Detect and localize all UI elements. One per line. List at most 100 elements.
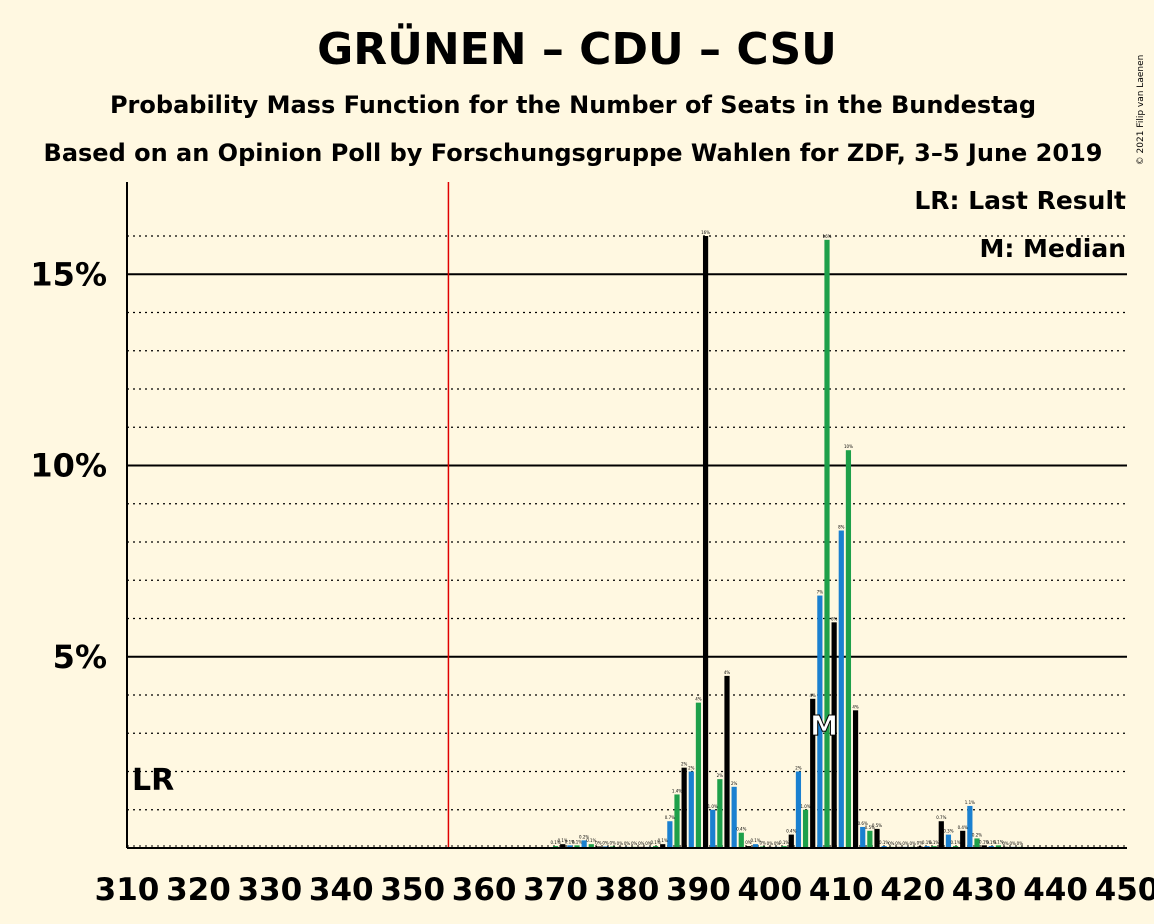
bar-label-434: 0% [1010, 841, 1017, 846]
bar-label-423: 0.1% [929, 840, 939, 845]
x-tick-label: 320 [166, 872, 231, 908]
bar-label-416: 0.1% [879, 840, 889, 845]
copyright-notice: © 2021 Filip van Laenen [1136, 55, 1146, 166]
bar-label-391: 16% [701, 230, 710, 235]
bar-395 [731, 786, 737, 848]
bar-389 [688, 771, 694, 848]
bar-385 [660, 844, 666, 848]
bar-375 [588, 844, 594, 848]
bar-396 [738, 832, 744, 848]
bar-425 [945, 834, 952, 848]
bar-414 [867, 830, 873, 848]
y-tick-label: 15% [30, 255, 107, 293]
bar-415 [874, 828, 880, 849]
bar-label-424: 0.7% [936, 815, 946, 820]
bar-label-376: 0% [595, 840, 602, 845]
bar-406 [810, 698, 816, 848]
x-tick-label: 380 [595, 872, 660, 908]
bar-label-407: 7% [817, 590, 824, 595]
bar-label-409: 6% [831, 616, 838, 621]
bar-label-383: 0% [645, 841, 652, 846]
median-marker: M [810, 709, 838, 742]
bar-label-411: 10% [844, 444, 853, 449]
bar-label-371: 0.1% [558, 838, 568, 843]
bar-391 [702, 236, 709, 848]
bar-410 [838, 530, 844, 848]
bar-412 [852, 710, 859, 848]
x-axis-ticks: 310 320 330 340 350 360 370 380 390 400 410 420 430 4… [95, 872, 1154, 908]
bar-label-433: 0% [1002, 841, 1009, 846]
bar-398 [752, 844, 759, 848]
bar-390 [695, 702, 702, 848]
x-tick-label: 450 [1095, 872, 1154, 908]
y-tick-label: 5% [53, 638, 107, 676]
bar-label-396: 0.4% [736, 827, 746, 832]
bar-label-406: 4% [810, 693, 817, 698]
bar-label-381: 0% [631, 841, 638, 846]
bar-label-387: 1.4% [672, 788, 682, 793]
bar-411 [845, 450, 852, 848]
bar-394 [724, 675, 730, 849]
bar-label-412: 4% [852, 704, 859, 709]
bar-label-372: 0.1% [565, 839, 575, 844]
bar-label-374: 0.2% [579, 834, 589, 839]
legend-last-result: LR: Last Result [914, 186, 1126, 215]
bar-label-419: 0% [902, 841, 909, 846]
bar-label-398: 0.1% [750, 838, 760, 843]
bar-424 [938, 821, 944, 848]
bar-432 [995, 845, 1002, 848]
bar-373 [574, 845, 580, 848]
bar-387 [674, 794, 680, 848]
bar-label-422: 0.1% [922, 840, 932, 845]
bar-403 [788, 834, 794, 848]
bar-label-397: 0% [745, 840, 752, 845]
bar-label-420: 0% [910, 841, 917, 846]
bar-430 [981, 845, 987, 848]
bar-428 [967, 805, 973, 848]
bar-405 [802, 809, 809, 848]
x-tick-label: 420 [880, 872, 945, 908]
bar-407 [817, 595, 823, 848]
bar-value-labels: 0.1%0.1%0.1%0.1%0.2%0.1%0% 0% 0% 0% 0% 0% 0% 0%… [550, 230, 1023, 846]
x-tick-label: 340 [309, 872, 374, 908]
bar-374 [581, 840, 587, 848]
bar-label-426: 0.1% [950, 840, 960, 845]
bar-label-408: 16% [823, 234, 832, 239]
bar-label-380: 0% [624, 841, 631, 846]
x-tick-label: 410 [809, 872, 874, 908]
chart-subtitle: Probability Mass Function for the Number… [110, 91, 1036, 119]
bar-label-413: 0.6% [858, 821, 868, 826]
bar-label-384: 0.1% [650, 840, 660, 845]
x-tick-label: 400 [737, 872, 802, 908]
legend-median: M: Median [979, 234, 1126, 263]
bar-label-393: 2% [717, 773, 724, 778]
bar-label-375: 0.1% [586, 838, 596, 843]
bar-label-370: 0.1% [550, 840, 560, 845]
bar-409 [831, 622, 837, 849]
x-tick-label: 310 [95, 872, 160, 908]
bar-label-392: 1.0% [708, 804, 718, 809]
bar-372 [567, 845, 573, 848]
last-result-label: LR [132, 763, 174, 798]
bar-label-403: 0.4% [786, 829, 796, 834]
bar-label-394: 4% [724, 670, 731, 675]
bar-388 [681, 767, 687, 848]
bar-label-386: 0.7% [665, 815, 675, 820]
bar-429 [974, 838, 980, 848]
bar-label-382: 0% [638, 841, 645, 846]
bar-386 [667, 821, 673, 848]
bar-label-379: 0% [617, 841, 624, 846]
bar-label-435: 0% [1017, 841, 1024, 846]
bar-label-430: 0.1% [979, 839, 989, 844]
bar-label-410: 8% [838, 525, 845, 530]
y-tick-label: 10% [30, 447, 107, 485]
x-tick-label: 330 [237, 872, 302, 908]
bar-label-432: 0.1% [993, 839, 1003, 844]
bar-label-390: 4% [695, 697, 702, 702]
bar-371 [560, 844, 566, 848]
bar-label-417: 0% [888, 841, 895, 846]
bar-label-428: 1.1% [965, 800, 975, 805]
bar-427 [960, 830, 966, 848]
